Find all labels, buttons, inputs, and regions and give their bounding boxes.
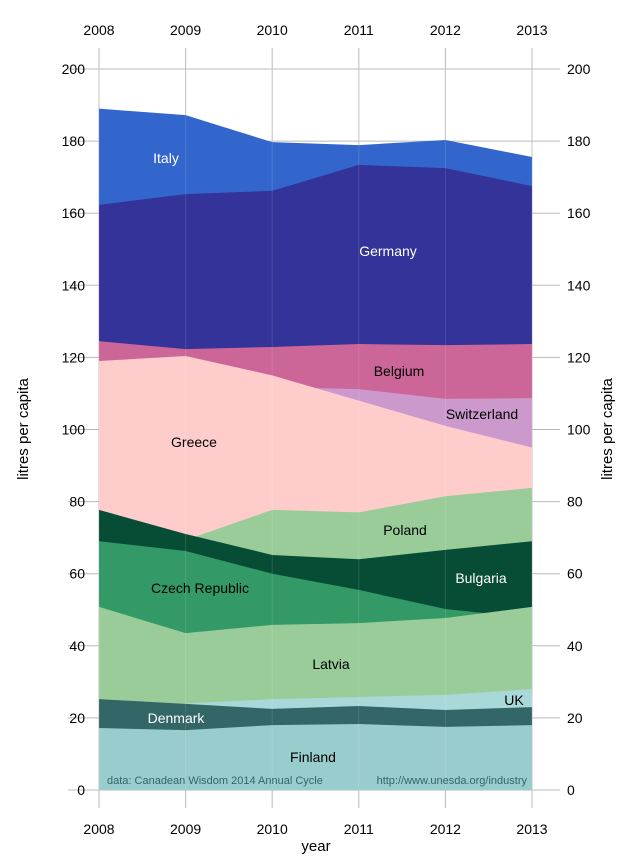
y-tick-label-left: 180: [62, 133, 86, 149]
y-tick-label-left: 0: [77, 782, 85, 798]
x-axis-title: year: [301, 838, 330, 855]
x-tick-label-bottom: 2012: [430, 821, 461, 837]
x-tick-label-top: 2009: [170, 22, 201, 38]
series-label: Poland: [383, 522, 427, 538]
y-tick-label-right: 180: [567, 133, 591, 149]
series-label: Bulgaria: [455, 570, 507, 586]
series-label: UK: [504, 692, 524, 708]
y-tick-label-left: 60: [69, 566, 85, 582]
series-label: Germany: [359, 243, 417, 259]
source-url: http://www.unesda.org/industry: [377, 775, 528, 787]
y-tick-label-right: 20: [567, 710, 583, 726]
y-tick-label-right: 0: [567, 782, 575, 798]
y-tick-label-right: 80: [567, 494, 583, 510]
y-tick-label-left: 120: [62, 349, 86, 365]
y-tick-label-right: 200: [567, 61, 591, 77]
y-tick-label-right: 140: [567, 277, 591, 293]
x-tick-label-top: 2008: [83, 22, 114, 38]
y-tick-label-right: 60: [567, 566, 583, 582]
series-label: Belgium: [374, 363, 425, 379]
y-tick-label-left: 20: [69, 710, 85, 726]
x-tick-label-bottom: 2013: [516, 821, 547, 837]
y-tick-label-right: 40: [567, 638, 583, 654]
y-tick-label-left: 100: [62, 422, 86, 438]
y-tick-label-right: 160: [567, 205, 591, 221]
series-label: Italy: [153, 150, 179, 166]
x-tick-label-top: 2013: [516, 22, 547, 38]
y-tick-label-left: 40: [69, 638, 85, 654]
y-tick-label-left: 160: [62, 205, 86, 221]
area-finland: [99, 724, 532, 790]
x-tick-label-bottom: 2009: [170, 821, 201, 837]
y-axis-title-right: litres per capita: [599, 377, 616, 479]
series-label: Greece: [171, 434, 217, 450]
y-tick-label-left: 200: [62, 61, 86, 77]
y-tick-label-left: 80: [69, 494, 85, 510]
source-note: data: Canadean Wisdom 2014 Annual Cycle: [107, 775, 323, 787]
series-label: Finland: [290, 749, 336, 765]
series-label: Latvia: [312, 656, 350, 672]
y-tick-label-right: 120: [567, 349, 591, 365]
x-tick-label-top: 2010: [257, 22, 288, 38]
y-tick-label-left: 140: [62, 277, 86, 293]
series-label: Czech Republic: [151, 580, 249, 596]
x-tick-label-top: 2011: [344, 22, 374, 38]
x-tick-label-top: 2012: [430, 22, 461, 38]
x-tick-label-bottom: 2010: [257, 821, 288, 837]
y-tick-label-right: 100: [567, 422, 591, 438]
series-label: Denmark: [148, 710, 206, 726]
x-tick-label-bottom: 2008: [83, 821, 114, 837]
x-tick-label-bottom: 2011: [344, 821, 374, 837]
y-axis-title-left: litres per capita: [15, 377, 32, 479]
series-label: Switzerland: [446, 406, 518, 422]
